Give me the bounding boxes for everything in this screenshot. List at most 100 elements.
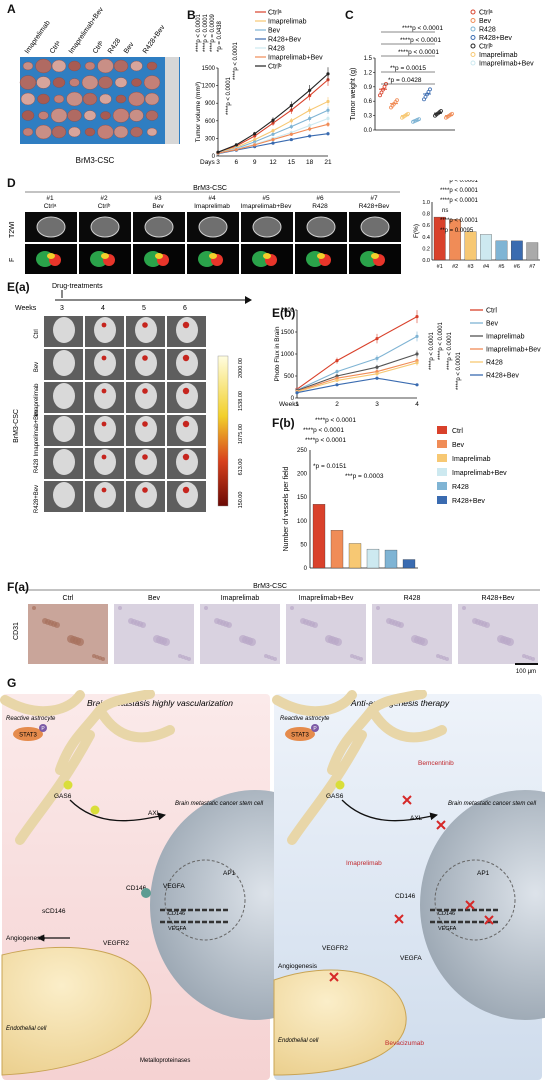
data-point: [417, 117, 421, 122]
left-stat3-shape: [13, 727, 43, 741]
y-tick-label: 0: [212, 154, 216, 160]
data-point: [326, 122, 330, 126]
y-tick-label: 0.2: [422, 246, 430, 252]
tumor: [53, 94, 65, 104]
bar: [384, 549, 398, 569]
left-axl-label: AXL: [148, 810, 161, 817]
right-astrocyte: [272, 690, 447, 845]
data-point: [308, 93, 312, 98]
x-tick-label: 1: [295, 401, 299, 408]
data-point: [415, 361, 419, 365]
right-stat3-label: STAT3: [291, 733, 309, 739]
y-tick-label: 900: [205, 101, 216, 107]
data-point: [395, 98, 399, 103]
tissue-dot: [325, 635, 333, 643]
legend-label: Ctrlᵃ: [479, 10, 493, 17]
histology-image: [114, 604, 194, 664]
y-tick-label: 0.6: [364, 99, 373, 105]
left-cd146-label: CD146: [126, 885, 147, 892]
data-point: [271, 137, 275, 142]
legend-swatch: [470, 9, 476, 15]
tumor-photo-panel: Imaprelimab Ctrlᵃ Imaprelimab+Bev Ctrlᵇ …: [19, 6, 180, 165]
signal: [142, 322, 148, 328]
data-point: [378, 93, 382, 98]
d-col-num: #4: [208, 195, 216, 202]
ea-row-label: Ctrl: [34, 329, 40, 338]
tumor: [145, 110, 159, 121]
f-map: [209, 253, 217, 259]
tumor: [36, 76, 51, 89]
y-tick-label: 1200: [202, 84, 216, 90]
p-annotation: ****p < 0.0001: [305, 437, 346, 444]
data-point: [428, 87, 432, 92]
data-point: [326, 116, 330, 121]
x-tick-label: 3: [375, 401, 379, 408]
tumor: [37, 93, 50, 105]
legend-label: Imaprelimab+Bev: [452, 470, 507, 477]
signal: [101, 322, 107, 328]
tumor: [131, 78, 142, 87]
tumor: [67, 109, 82, 122]
fa-col-label: Ctrl: [63, 595, 74, 602]
left-astrocyte: [0, 690, 175, 845]
left-vegfr2-label: VEGFR2: [103, 940, 129, 947]
bar: [526, 242, 539, 261]
legend-swatch: [470, 26, 476, 32]
histology-image: [372, 604, 452, 664]
x-axis-label: Weeks: [279, 401, 299, 408]
data-point: [308, 88, 312, 92]
f-map: [371, 253, 379, 259]
y-tick-label: 0: [291, 396, 295, 402]
legend-label: Bev: [479, 18, 492, 25]
tissue-dot: [214, 618, 220, 624]
tumor: [146, 61, 158, 71]
mouse-body: [94, 449, 116, 475]
left-title: Brain metastasis highly vascularization: [87, 698, 233, 708]
bioluminescence-panel: Drug-treatments Weeks 3 4 5 6 Ctrl Bev Imaprelim…: [13, 283, 252, 513]
tumor: [22, 61, 34, 71]
y-tick-label: 0.9: [364, 85, 373, 91]
left-cd146-inner: CD146: [168, 911, 185, 917]
right-cancer-cell: [420, 790, 545, 1020]
fa-col-label: Imaprelimab: [221, 595, 260, 602]
y-tick-label: 0.3: [364, 114, 373, 120]
signal: [101, 388, 107, 394]
d-col-name: Bev: [152, 203, 164, 210]
fa-col-label: Imaprelimab+Bev: [299, 595, 354, 602]
left-ap1-label: AP1: [223, 870, 236, 877]
tumor: [20, 92, 36, 106]
data-point: [308, 127, 312, 131]
bar: [464, 231, 477, 261]
signal: [142, 355, 148, 361]
p-annotation: ****p < 0.0001: [315, 417, 356, 424]
left-endo-label: Endothelial cell: [6, 1026, 47, 1032]
fa-col-label: Bev: [148, 595, 161, 602]
signal: [142, 388, 148, 394]
right-axl-label: AXL: [410, 815, 423, 822]
panel-label-c: C: [345, 8, 354, 22]
mouse-body: [94, 350, 116, 376]
legend-label: R428+Bev: [486, 373, 519, 380]
data-point: [375, 365, 379, 369]
left-vegfa-inner: VEGFA: [168, 926, 187, 932]
y-tick-label: 1500: [202, 66, 216, 72]
data-point: [271, 132, 275, 136]
histology-image: [286, 604, 366, 664]
colorbar-label: 150.00: [238, 492, 244, 509]
mri-brain: [36, 216, 66, 238]
p-annotation: ****p < 0.0001: [203, 13, 209, 52]
signal: [182, 420, 190, 428]
y-tick-label: 200: [297, 472, 308, 478]
bar: [449, 219, 462, 261]
left-gas6-label: GAS6: [54, 793, 72, 800]
x-tick-label: 15: [288, 159, 296, 166]
a-label-1: Ctrlᵃ: [49, 40, 63, 55]
legend-swatch: [437, 468, 447, 476]
x-tick-label: #2: [452, 264, 458, 270]
data-point: [271, 129, 275, 133]
y-tick-label: 0.6: [422, 223, 430, 229]
tumor: [129, 109, 144, 122]
p-annotation: ****p < 0.0001: [456, 351, 462, 390]
tumor-weight-chart: 0.0 0.3 0.6 0.9 1.2 1.5 Tumor weight (g) ****p …: [350, 9, 534, 134]
y-tick-label: 100: [297, 519, 308, 525]
